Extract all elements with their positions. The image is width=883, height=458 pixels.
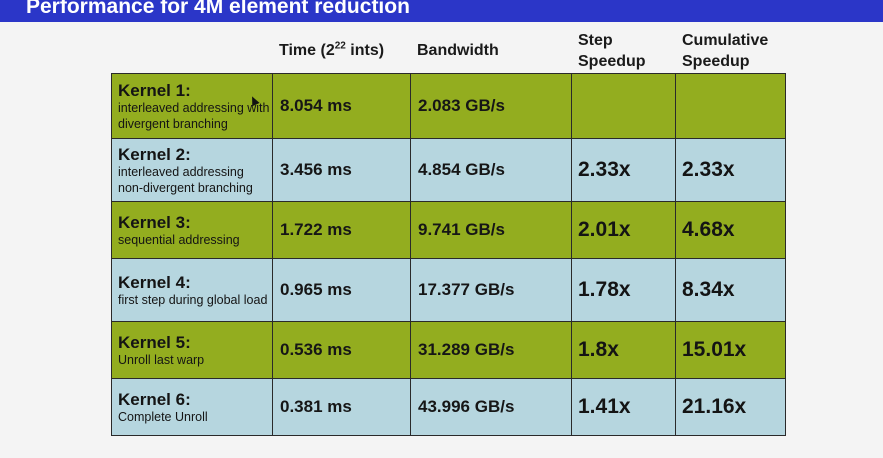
table-row: Kernel 5: Unroll last warp 0.536 ms 31.2… — [111, 321, 786, 379]
cumulative-speedup-value: 4.68x — [682, 218, 735, 241]
header-time-exponent: 22 — [334, 40, 346, 52]
kernel-cell: Kernel 6: Complete Unroll — [111, 378, 273, 436]
time-value: 3.456 ms — [280, 160, 352, 179]
header-step-line2: Speedup — [578, 53, 646, 70]
header-time: Time (222 ints) — [279, 40, 384, 61]
step-speedup-value: 1.78x — [578, 278, 631, 301]
cumulative-speedup-value: 15.01x — [682, 338, 747, 361]
kernel-cell: Kernel 1: interleaved addressing with di… — [111, 73, 273, 139]
kernel-description: Complete Unroll — [118, 409, 208, 424]
header-time-prefix: Time (2 — [279, 42, 335, 59]
kernel-name: Kernel 5: — [118, 332, 191, 352]
step-speedup-value: 2.33x — [578, 158, 631, 181]
performance-table: Kernel 1: interleaved addressing with di… — [111, 73, 786, 436]
table-row: Kernel 3: sequential addressing 1.722 ms… — [111, 201, 786, 259]
bandwidth-value: 43.996 GB/s — [418, 397, 515, 416]
kernel-name: Kernel 4: — [118, 272, 191, 292]
step-speedup-value: 1.41x — [578, 395, 631, 418]
bandwidth-value: 17.377 GB/s — [418, 280, 515, 299]
kernel-name: Kernel 1: — [118, 80, 191, 100]
cumulative-speedup-value: 8.34x — [682, 278, 735, 301]
bandwidth-value: 2.083 GB/s — [418, 96, 505, 115]
bandwidth-value: 4.854 GB/s — [418, 160, 505, 179]
kernel-description: interleaved addressing non-divergent bra… — [118, 164, 253, 195]
kernel-description: Unroll last warp — [118, 352, 205, 367]
cumulative-speedup-value: 21.16x — [682, 395, 747, 418]
kernel-cell: Kernel 4: first step during global load — [111, 258, 273, 322]
title-bar: Performance for 4M element reduction — [0, 0, 883, 22]
header-cum-line2: Speedup — [682, 53, 750, 70]
time-value: 1.722 ms — [280, 220, 352, 239]
header-cumulative-speedup: Cumulative Speedup — [682, 30, 768, 72]
kernel-name: Kernel 2: — [118, 144, 191, 164]
kernel-name: Kernel 3: — [118, 212, 191, 232]
time-value: 0.536 ms — [280, 340, 352, 359]
header-step-line1: Step — [578, 32, 613, 49]
header-cum-line1: Cumulative — [682, 32, 769, 49]
step-speedup-value: 2.01x — [578, 218, 631, 241]
slide-title: Performance for 4M element reduction — [26, 0, 410, 18]
kernel-description: first step during global load — [118, 292, 268, 307]
kernel-cell: Kernel 5: Unroll last warp — [111, 321, 273, 379]
table-row: Kernel 6: Complete Unroll 0.381 ms 43.99… — [111, 378, 786, 436]
kernel-cell: Kernel 3: sequential addressing — [111, 201, 273, 259]
time-value: 0.965 ms — [280, 280, 352, 299]
kernel-description: sequential addressing — [118, 232, 240, 247]
header-time-suffix: ints) — [345, 42, 385, 59]
step-speedup-value: 1.8x — [578, 338, 619, 361]
kernel-cell: Kernel 2: interleaved addressing non-div… — [111, 138, 273, 202]
kernel-name: Kernel 6: — [118, 389, 191, 409]
table-row: Kernel 2: interleaved addressing non-div… — [111, 138, 786, 202]
time-value: 8.054 ms — [280, 96, 352, 115]
bandwidth-value: 31.289 GB/s — [418, 340, 515, 359]
table-row: Kernel 1: interleaved addressing with di… — [111, 73, 786, 139]
table-row: Kernel 4: first step during global load … — [111, 258, 786, 322]
kernel-description: interleaved addressing with divergent br… — [118, 100, 270, 131]
cumulative-speedup-value: 2.33x — [682, 158, 735, 181]
bandwidth-value: 9.741 GB/s — [418, 220, 505, 239]
header-step-speedup: Step Speedup — [578, 30, 646, 72]
header-bandwidth: Bandwidth — [417, 42, 499, 59]
time-value: 0.381 ms — [280, 397, 352, 416]
